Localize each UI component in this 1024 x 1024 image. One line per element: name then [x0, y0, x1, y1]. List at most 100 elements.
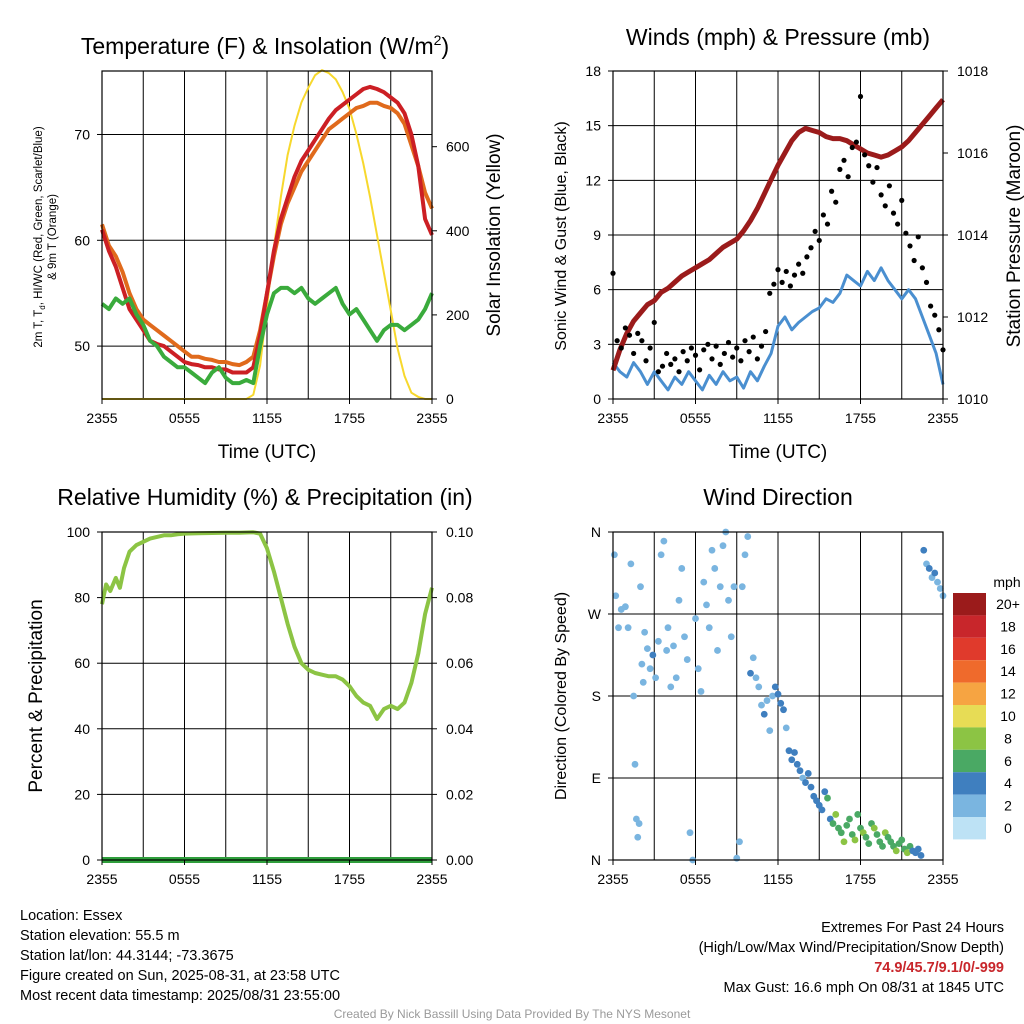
direction-point	[697, 688, 705, 695]
legend-label: 12	[1000, 686, 1016, 702]
direction-point	[652, 674, 660, 682]
direction-point	[657, 551, 665, 559]
direction-point	[832, 811, 840, 818]
direction-point	[646, 665, 654, 673]
direction-point	[641, 628, 649, 636]
gust-point	[911, 257, 917, 264]
gust-point	[664, 350, 670, 357]
direction-point	[612, 592, 620, 600]
direction-point	[719, 542, 727, 550]
max-gust-text: Max Gust: 16.6 mph On 08/31 at 1845 UTC	[723, 980, 1004, 996]
direction-point	[624, 624, 632, 632]
humidity-ylabel: Percent & Precipitation	[26, 599, 47, 792]
direction-point	[736, 838, 743, 846]
station-info: Location: Essex Station elevation: 55.5 …	[20, 906, 340, 1006]
direction-point	[848, 831, 856, 838]
gust-point	[775, 267, 781, 273]
gust-point	[886, 183, 892, 189]
gust-point	[705, 341, 711, 347]
y-right-tick-label: 1014	[957, 227, 988, 243]
gust-point	[655, 369, 661, 375]
gust-point	[738, 358, 744, 364]
direction-point	[782, 724, 790, 732]
x-tick-label: 2355	[927, 871, 958, 887]
direction-point	[934, 578, 941, 586]
x-tick-label: 1755	[334, 871, 365, 887]
direction-point	[821, 788, 829, 796]
x-tick-label: 2355	[416, 410, 447, 426]
gust-point	[763, 328, 769, 335]
temperature-xlabel: Time (UTC)	[218, 442, 317, 463]
gust-point	[668, 361, 674, 367]
legend-label: 14	[1000, 663, 1016, 679]
gust-point	[895, 221, 901, 227]
y-right-tick-label: 0.00	[446, 852, 473, 868]
gust-point	[758, 343, 765, 349]
legend-label: 8	[1004, 730, 1012, 746]
y-right-tick-label: 0.04	[446, 721, 473, 737]
gust-point	[676, 369, 682, 375]
gust-point	[713, 343, 719, 349]
direction-point	[818, 806, 826, 814]
x-tick-label: 0555	[169, 410, 200, 426]
x-tick-label: 0555	[169, 871, 200, 887]
pressure-ylabel: Station Pressure (Maroon)	[1004, 125, 1024, 348]
gust-point	[915, 234, 921, 240]
direction-point	[824, 794, 831, 802]
y-tick-label: 9	[593, 227, 601, 243]
location-text: Location: Essex	[20, 908, 123, 924]
direction-point	[846, 815, 853, 823]
x-tick-label: 1755	[845, 410, 876, 426]
dewpoint-line	[100, 285, 434, 386]
gust-point	[725, 339, 732, 346]
x-tick-label: 2355	[597, 871, 628, 887]
direction-point	[672, 674, 680, 682]
legend-swatch	[953, 637, 986, 661]
temperature-title: Temperature (F) & Insolation (W/m2)	[81, 32, 449, 59]
gust-point	[626, 332, 633, 338]
elevation-text: Station elevation: 55.5 m	[20, 928, 180, 944]
legend-label: 0	[1004, 820, 1012, 836]
x-tick-label: 1155	[763, 871, 793, 887]
direction-point	[837, 829, 845, 837]
direction-point	[727, 633, 735, 641]
legend-swatch	[953, 705, 986, 728]
latlon-text: Station lat/lon: 44.3144; -73.3675	[20, 948, 234, 964]
y-tick-label: 40	[74, 721, 90, 737]
gust-point	[800, 270, 806, 276]
direction-point	[708, 546, 716, 554]
direction-point	[703, 601, 710, 609]
winds-ylabel: Sonic Wind & Gust (Blue, Black)	[553, 121, 570, 350]
gust-point	[812, 228, 818, 234]
gust-point	[721, 350, 727, 357]
extremes-fields: (High/Low/Max Wind/Precipitation/Snow De…	[698, 940, 1004, 956]
winds-title: Winds (mph) & Pressure (mb)	[626, 24, 930, 50]
direction-point	[758, 701, 765, 709]
direction-point	[675, 596, 683, 604]
legend-label: 18	[1000, 618, 1016, 634]
gust-point	[614, 338, 620, 344]
gust-point	[709, 356, 715, 362]
gust-point	[730, 354, 736, 360]
direction-point	[634, 833, 642, 841]
direction-point	[763, 697, 771, 704]
gust-point	[928, 303, 934, 309]
direction-point	[660, 537, 668, 545]
direction-point	[865, 840, 873, 847]
gust-point	[849, 144, 855, 151]
y-tick-label: 12	[585, 172, 601, 188]
direction-point	[752, 674, 760, 682]
legend-swatch	[953, 817, 986, 840]
gust-point	[866, 163, 872, 169]
legend-swatch	[953, 727, 986, 750]
gust-point	[923, 279, 930, 285]
direction-point	[738, 583, 746, 591]
y-right-tick-label: 0	[446, 391, 454, 407]
x-tick-label: 0555	[680, 871, 711, 887]
y-right-tick-label: 400	[446, 223, 470, 239]
direction-point	[749, 654, 757, 662]
wind-direction-title: Wind Direction	[703, 484, 853, 510]
y-tick-label: 70	[74, 126, 90, 142]
legend-swatch	[953, 593, 986, 616]
direction-point	[683, 656, 691, 663]
